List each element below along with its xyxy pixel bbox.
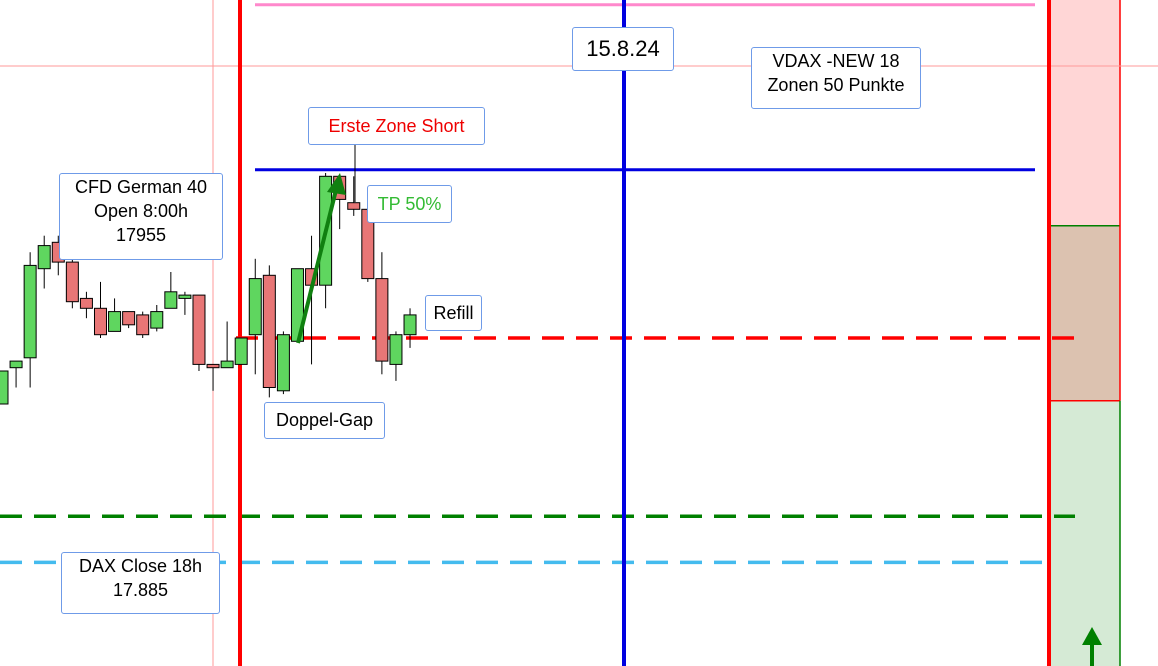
close-line-1: DAX Close 18h [78,556,203,576]
candle-body [164,291,178,309]
candle-body [375,278,389,362]
open-line-1: CFD German 40 [74,177,208,197]
candle-body [220,360,234,369]
candle-body [403,314,417,336]
candle-body [248,278,262,336]
candle-body [122,311,136,326]
up-arrow-icon [1082,627,1102,645]
dax-close-label: DAX Close 18h 17.885 [61,552,220,614]
candle-body [192,294,206,365]
zone-rect [1049,225,1120,401]
candle-body [93,307,107,336]
candle-body [276,334,290,392]
candle-body [65,261,79,303]
candle-body [178,294,192,299]
candle-body [23,264,37,359]
first-zone-short-label: Erste Zone Short [308,107,485,145]
close-line-2: 17.885 [112,580,169,600]
candle-body [136,314,150,336]
open-label: CFD German 40 Open 8:00h 17955 [59,173,223,260]
candle-body [206,363,220,369]
trend-arrow-line [296,189,338,344]
date-label: 15.8.24 [572,27,674,71]
zone-rect [1049,0,1120,226]
vdax-line-2: Zonen 50 Punkte [767,75,905,95]
candle-body [347,202,361,210]
candle-body [37,245,51,270]
candle-body [234,337,248,365]
doppel-gap-label: Doppel-Gap [264,402,385,439]
open-line-2: Open 8:00h [93,201,189,221]
candle-body [79,297,93,309]
refill-label: Refill [425,295,482,331]
candle-body [108,311,122,332]
candle-body [262,274,276,388]
zone-rect [1049,400,1120,666]
open-line-3: 17955 [115,225,167,245]
vdax-line-1: VDAX -NEW 18 [772,51,900,71]
candle-body [0,370,9,405]
candle-body [9,360,23,369]
trend-arrow-head [327,173,346,195]
candle-body [150,311,164,329]
tp-label: TP 50% [367,185,452,223]
vdax-label: VDAX -NEW 18 Zonen 50 Punkte [751,47,921,109]
candle-body [389,334,403,365]
